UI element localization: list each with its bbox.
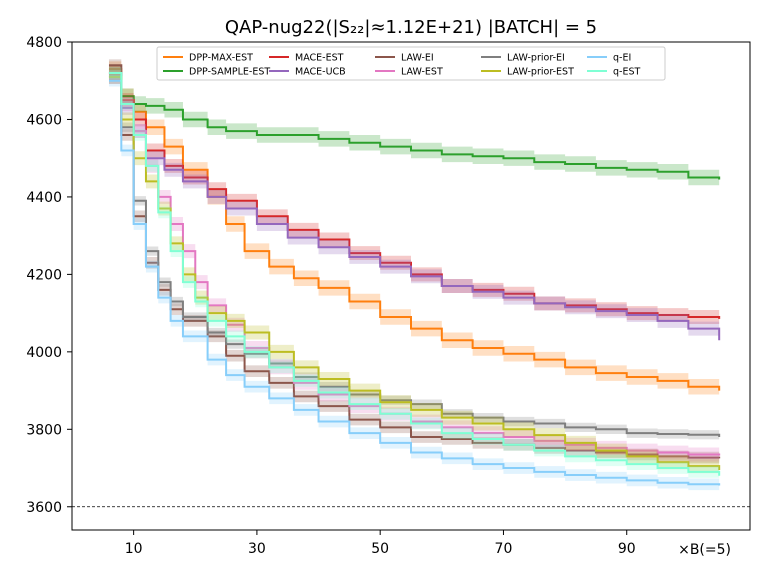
legend-label-mace-est: MACE-EST bbox=[295, 53, 344, 64]
y-tick-label: 4800 bbox=[26, 35, 62, 51]
x-tick-label: 50 bbox=[371, 541, 389, 557]
legend-label-dpp-sample-est: DPP-SAMPLE-EST bbox=[189, 67, 270, 78]
series-line-law-prior-est bbox=[108, 75, 721, 470]
x-tick-label: 90 bbox=[618, 541, 636, 557]
series-line-mace-ucb bbox=[108, 75, 721, 341]
y-tick-label: 3800 bbox=[26, 422, 62, 438]
legend-label-dpp-max-est: DPP-MAX-EST bbox=[189, 53, 253, 64]
x-tick-label: 30 bbox=[248, 541, 266, 557]
legend-label-mace-ucb: MACE-UCB bbox=[295, 67, 346, 78]
legend-label-law-est: LAW-EST bbox=[401, 67, 443, 78]
band-dpp-max-est bbox=[108, 61, 720, 399]
y-tick-label: 4400 bbox=[26, 190, 62, 206]
x-tick-label: 10 bbox=[125, 541, 143, 557]
band-dpp-sample-est bbox=[108, 65, 720, 188]
y-tick-label: 4000 bbox=[26, 345, 62, 361]
y-tick-label: 3600 bbox=[26, 500, 62, 516]
y-tick-label: 4600 bbox=[26, 112, 62, 128]
legend-label-q-ei: q-EI bbox=[613, 53, 631, 64]
plot-area: 10 30 50 70 90 3600 3800 4000 4200 4400 4600 4800 bbox=[26, 35, 751, 557]
y-tick-label: 4200 bbox=[26, 267, 62, 283]
legend-label-q-est: q-EST bbox=[613, 67, 640, 78]
x-unit-label: ×B(=5) bbox=[678, 542, 731, 558]
legend-label-law-ei: LAW-EI bbox=[401, 53, 434, 64]
x-tick-label: 70 bbox=[495, 541, 513, 557]
legend-label-law-prior-est: LAW-prior-EST bbox=[507, 67, 574, 78]
series-line-q-ei bbox=[108, 79, 721, 486]
series-line-dpp-sample-est bbox=[108, 71, 721, 180]
series-line-q-est bbox=[108, 71, 721, 476]
axes-frame bbox=[71, 41, 751, 531]
legend-label-law-prior-ei: LAW-prior-EI bbox=[507, 53, 565, 64]
chart-title: QAP-nug22(|S₂₂|≈1.12E+21) |BATCH| = 5 bbox=[225, 17, 597, 38]
series-line-dpp-max-est bbox=[108, 68, 721, 391]
legend: DPP-MAX-EST DPP-SAMPLE-EST MACE-EST MACE-UC… bbox=[156, 46, 666, 81]
